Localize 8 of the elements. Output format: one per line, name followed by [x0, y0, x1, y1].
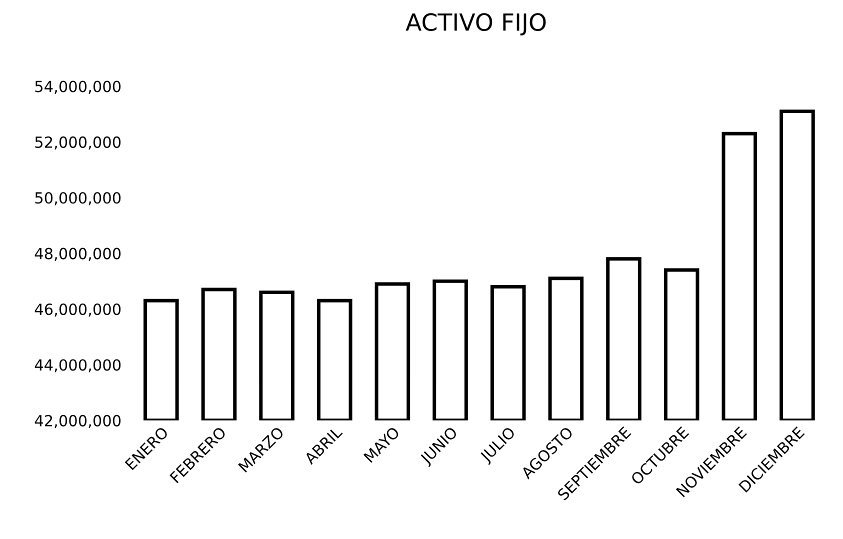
y-tick-label: 44,000,000 [34, 359, 121, 372]
y-tick-label: 54,000,000 [35, 80, 121, 94]
y-tick-label: 48,000,000 [34, 248, 121, 261]
chart-title: ACTIVO FIJO [406, 13, 546, 36]
y-tick-label: 42,000,000 [34, 414, 121, 428]
y-tick-label: 52,000,000 [35, 136, 121, 150]
y-tick-label: 50,000,000 [35, 192, 121, 206]
y-tick-label: 46,000,000 [34, 303, 121, 317]
